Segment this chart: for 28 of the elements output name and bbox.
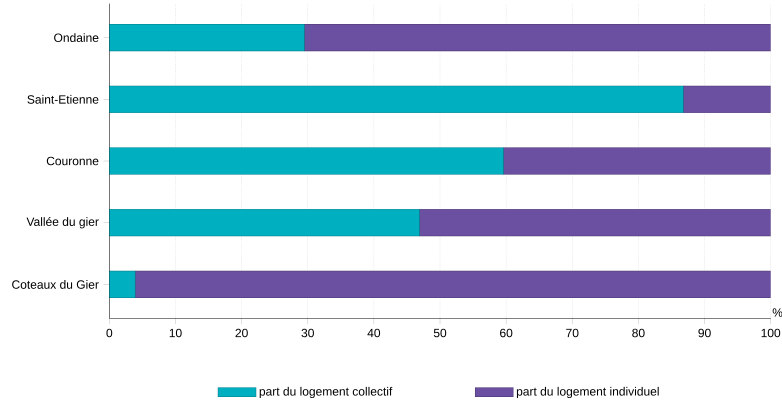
x-tick-label: 30 — [302, 328, 314, 338]
x-tick-label: 40 — [367, 328, 380, 338]
x-tick-label: 20 — [236, 328, 248, 338]
y-tick-label: Ondaine — [54, 33, 98, 42]
bar — [503, 147, 771, 175]
y-tick-label: Saint-Etienne — [27, 94, 98, 104]
bar — [134, 270, 771, 298]
bar — [109, 86, 684, 113]
y-tick-label: Couronne — [46, 156, 98, 166]
bar — [683, 86, 771, 113]
legend-label: part du logement individuel — [516, 386, 659, 398]
x-tick-label: 50 — [434, 328, 446, 338]
x-tick-label: 70 — [566, 328, 578, 338]
y-tick-label: Coteaux du Gier — [12, 280, 99, 289]
x-tick-label: 90 — [698, 328, 711, 338]
bar — [109, 209, 420, 236]
bar — [109, 270, 136, 298]
bar — [109, 24, 305, 52]
y-tick-label: Vallée du gier — [26, 217, 99, 228]
legend-label: part du logement collectif — [260, 386, 392, 398]
x-tick-label: 60 — [500, 328, 512, 338]
bar — [109, 147, 504, 175]
bar — [304, 24, 771, 52]
x-tick-label: 100 — [762, 328, 780, 338]
bar — [419, 209, 771, 236]
x-tick-label: 0 — [106, 328, 112, 338]
x-tick-label: 80 — [632, 328, 645, 338]
x-tick-label: 10 — [170, 328, 182, 338]
